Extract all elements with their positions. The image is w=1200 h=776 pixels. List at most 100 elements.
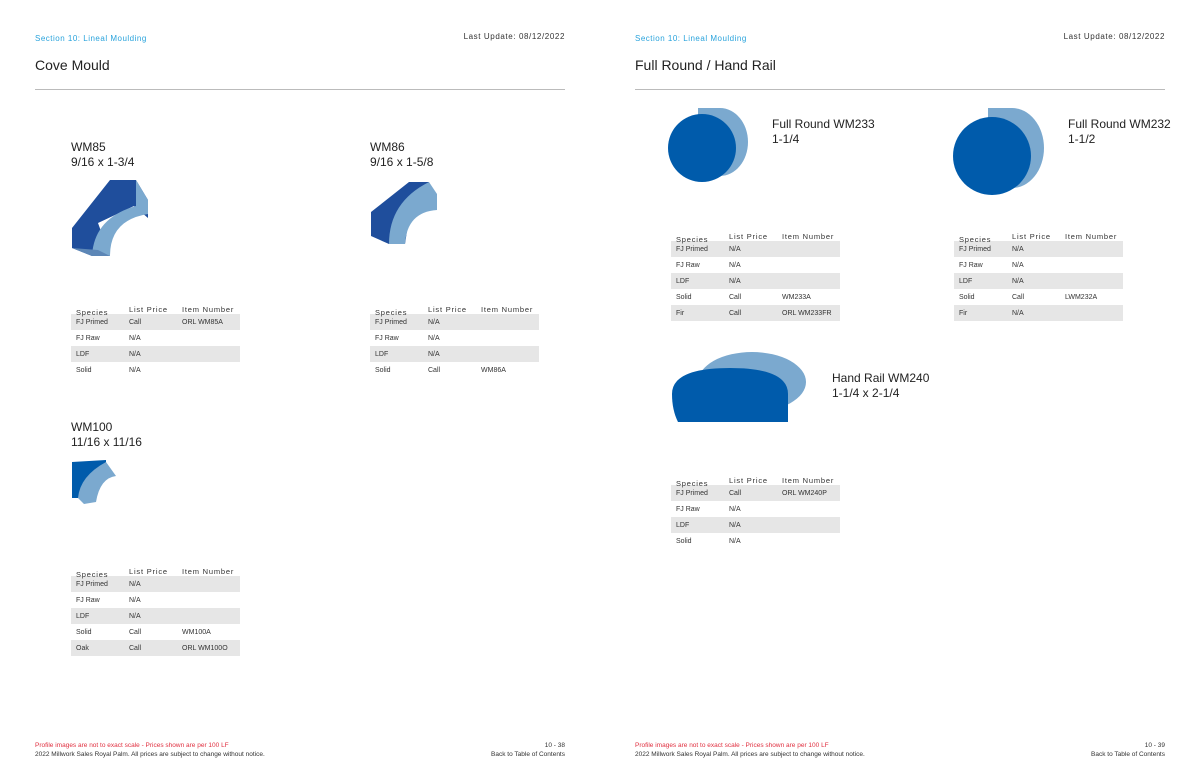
table-cell: FJ Raw	[76, 334, 100, 342]
column-header: Species	[676, 479, 709, 488]
last-update: Last Update: 08/12/2022	[1063, 32, 1165, 41]
table-row: LDF N/A	[370, 346, 539, 362]
product-name: WM86	[370, 140, 405, 154]
column-header: List Price	[729, 232, 768, 241]
product-heading: WM86 9/16 x 1-5/8	[370, 140, 433, 170]
table-cell: Call	[729, 489, 742, 497]
table-cell: FJ Primed	[375, 318, 407, 326]
column-header: Item Number	[481, 305, 534, 314]
table-cell: FJ Raw	[676, 505, 700, 513]
back-to-toc-link[interactable]: Back to Table of Contents	[1091, 751, 1165, 758]
page-number: 10 - 38	[544, 742, 565, 749]
table-cell: LDF	[676, 277, 690, 285]
column-header: Species	[959, 235, 992, 244]
table-cell: ORL WM100O	[182, 644, 228, 652]
column-header: Item Number	[1065, 232, 1118, 241]
table-row: LDF N/A	[671, 517, 840, 533]
price-table: Species List Price Item Number FJ Primed Ca…	[671, 469, 840, 549]
table-cell: FJ Primed	[76, 580, 108, 588]
product-heading: Full Round WM232 1-1/2	[1068, 117, 1171, 147]
table-cell: FJ Raw	[959, 261, 983, 269]
table-cell: LDF	[76, 612, 90, 620]
product-name: Full Round WM233	[772, 117, 875, 131]
table-row: FJ Raw N/A	[71, 330, 240, 346]
column-header: Species	[375, 308, 408, 317]
table-header: Species List Price Item Number	[671, 469, 840, 488]
table-cell: N/A	[729, 537, 741, 545]
table-row: FJ Primed Call ORL WM85A	[71, 314, 240, 330]
table-cell: WM233A	[782, 293, 811, 301]
table-cell: ORL WM240P	[782, 489, 827, 497]
page-number: 10 - 39	[1144, 742, 1165, 749]
product-heading: WM100 11/16 x 11/16	[71, 420, 142, 450]
table-row: Oak Call ORL WM100O	[71, 640, 240, 656]
table-cell: FJ Raw	[375, 334, 399, 342]
table-cell: Solid	[676, 293, 692, 301]
table-cell: Fir	[676, 309, 685, 317]
table-cell: Solid	[76, 628, 92, 636]
table-cell: FJ Raw	[76, 596, 100, 604]
product-size: 1-1/4	[772, 132, 800, 146]
product-size: 1-1/4 x 2-1/4	[832, 386, 900, 400]
price-table: Species List Price Item Number FJ Primed N/…	[71, 560, 240, 656]
table-cell: Call	[129, 318, 142, 326]
price-table: Species List Price Item Number FJ Primed Ca…	[71, 298, 240, 378]
product-size: 1-1/2	[1068, 132, 1096, 146]
column-header: List Price	[428, 305, 467, 314]
product-heading: Full Round WM233 1-1/4	[772, 117, 875, 147]
table-cell: N/A	[129, 612, 141, 620]
product-size: 9/16 x 1-5/8	[370, 155, 434, 169]
table-header: Species List Price Item Number	[954, 225, 1123, 244]
table-cell: N/A	[729, 505, 741, 513]
table-cell: Call	[428, 366, 441, 374]
price-table: Species List Price Item Number FJ Primed N/…	[954, 225, 1123, 321]
table-cell: LDF	[959, 277, 973, 285]
catalog-page: Section 10: Lineal Moulding Last Update:…	[600, 0, 1200, 776]
table-cell: N/A	[1012, 261, 1024, 269]
table-cell: N/A	[129, 366, 141, 374]
table-cell: Call	[129, 628, 142, 636]
table-cell: N/A	[729, 261, 741, 269]
product-name: WM100	[71, 420, 113, 434]
table-cell: N/A	[1012, 245, 1024, 253]
table-cell: ORL WM85A	[182, 318, 223, 326]
table-row: FJ Raw N/A	[671, 257, 840, 273]
page-title: Cove Mould	[35, 57, 110, 73]
table-row: LDF N/A	[71, 608, 240, 624]
product-size: 11/16 x 11/16	[71, 435, 142, 449]
product-heading: WM85 9/16 x 1-3/4	[71, 140, 134, 170]
section-label: Section 10: Lineal Moulding	[635, 34, 747, 43]
divider	[635, 89, 1165, 90]
table-cell: N/A	[129, 334, 141, 342]
column-header: List Price	[129, 305, 168, 314]
table-cell: Solid	[375, 366, 391, 374]
table-cell: N/A	[729, 521, 741, 529]
table-cell: N/A	[428, 350, 440, 358]
table-row: Solid Call LWM232A	[954, 289, 1123, 305]
column-header: Item Number	[182, 305, 235, 314]
copyright: 2022 Millwork Sales Royal Palm. All pric…	[35, 751, 265, 758]
table-cell: WM100A	[182, 628, 211, 636]
table-row: FJ Raw N/A	[71, 592, 240, 608]
table-row: LDF N/A	[71, 346, 240, 362]
table-cell: N/A	[129, 580, 141, 588]
table-row: FJ Primed Call ORL WM240P	[671, 485, 840, 501]
table-cell: N/A	[1012, 309, 1024, 317]
column-header: List Price	[129, 567, 168, 576]
table-row: FJ Primed N/A	[954, 241, 1123, 257]
scale-disclaimer: Profile images are not to exact scale - …	[35, 742, 229, 749]
table-cell: N/A	[129, 596, 141, 604]
table-cell: Solid	[676, 537, 692, 545]
column-header: Species	[76, 570, 109, 579]
table-row: Solid Call WM100A	[71, 624, 240, 640]
table-cell: WM86A	[481, 366, 506, 374]
column-header: Species	[676, 235, 709, 244]
table-cell: Call	[729, 293, 742, 301]
table-cell: ORL WM233FR	[782, 309, 832, 317]
table-cell: N/A	[129, 350, 141, 358]
price-table: Species List Price Item Number FJ Primed N/…	[370, 298, 539, 378]
table-header: Species List Price Item Number	[71, 560, 240, 579]
back-to-toc-link[interactable]: Back to Table of Contents	[491, 751, 565, 758]
table-cell: Oak	[76, 644, 89, 652]
column-header: Item Number	[182, 567, 235, 576]
